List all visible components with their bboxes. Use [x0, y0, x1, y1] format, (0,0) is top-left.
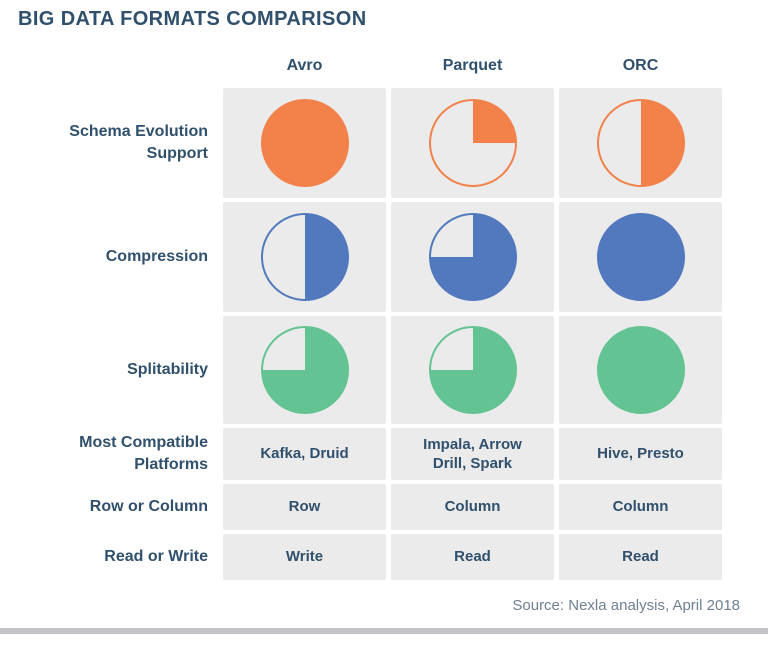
- column-header-orc: ORC: [622, 57, 659, 74]
- read-or-write-avro-value: Write: [285, 548, 324, 566]
- cell-read-or-write-parquet: Read: [391, 534, 554, 580]
- cell-splitability-orc: [559, 316, 722, 424]
- row-or-column-orc-value: Column: [612, 498, 669, 516]
- row-label-schema-evolution-support: Schema Evolution Support: [69, 123, 208, 162]
- row-label-read-or-write: Read or Write: [104, 548, 208, 566]
- cell-platforms-parquet: Impala, Arrow Drill, Spark: [391, 428, 554, 480]
- row-label-row-or-column: Row or Column: [89, 498, 208, 516]
- cell-schema-evolution-orc: [559, 88, 722, 198]
- row-or-column-avro-value: Row: [288, 498, 321, 516]
- pie-chart-splitability-parquet: [428, 326, 517, 414]
- pie-chart-splitability-orc: [596, 326, 685, 414]
- read-or-write-parquet-value: Read: [454, 548, 491, 566]
- cell-row-or-column-parquet: Column: [391, 484, 554, 530]
- platforms-orc-value: Hive, Presto: [597, 445, 684, 463]
- platforms-parquet-value: Impala, Arrow Drill, Spark: [423, 435, 522, 473]
- cell-platforms-avro: Kafka, Druid: [223, 428, 386, 480]
- row-label-splitability: Splitability: [127, 361, 208, 379]
- column-header-parquet: Parquet: [442, 57, 503, 74]
- pie-chart-compression-parquet: [428, 213, 517, 301]
- pie-chart-schema-evolution-avro: [260, 99, 349, 187]
- pie-chart-schema-evolution-orc: [596, 99, 685, 187]
- cell-compression-avro: [223, 202, 386, 312]
- cell-compression-parquet: [391, 202, 554, 312]
- cell-splitability-parquet: [391, 316, 554, 424]
- cell-schema-evolution-avro: [223, 88, 386, 198]
- cell-row-or-column-avro: Row: [223, 484, 386, 530]
- row-or-column-parquet-value: Column: [444, 498, 501, 516]
- read-or-write-orc-value: Read: [622, 548, 659, 566]
- header-spacer: [0, 48, 218, 84]
- pie-chart-compression-avro: [260, 213, 349, 301]
- cell-schema-evolution-parquet: [391, 88, 554, 198]
- cell-platforms-orc: Hive, Presto: [559, 428, 722, 480]
- cell-read-or-write-avro: Write: [223, 534, 386, 580]
- pie-chart-schema-evolution-parquet: [428, 99, 517, 187]
- platforms-avro-value: Kafka, Druid: [260, 445, 349, 463]
- cell-splitability-avro: [223, 316, 386, 424]
- comparison-table: Avro Parquet ORC Schema Evolution Suppor…: [0, 48, 722, 580]
- cell-read-or-write-orc: Read: [559, 534, 722, 580]
- pie-chart-compression-orc: [596, 213, 685, 301]
- source-note: Source: Nexla analysis, April 2018: [512, 597, 740, 614]
- cell-row-or-column-orc: Column: [559, 484, 722, 530]
- row-label-compression: Compression: [105, 248, 208, 266]
- pie-chart-splitability-avro: [260, 326, 349, 414]
- bottom-divider: [0, 628, 768, 634]
- row-label-most-compatible-platforms: Most Compatible Platforms: [79, 434, 208, 473]
- column-header-avro: Avro: [286, 57, 323, 74]
- page-title: BIG DATA FORMATS COMPARISON: [18, 8, 367, 30]
- cell-compression-orc: [559, 202, 722, 312]
